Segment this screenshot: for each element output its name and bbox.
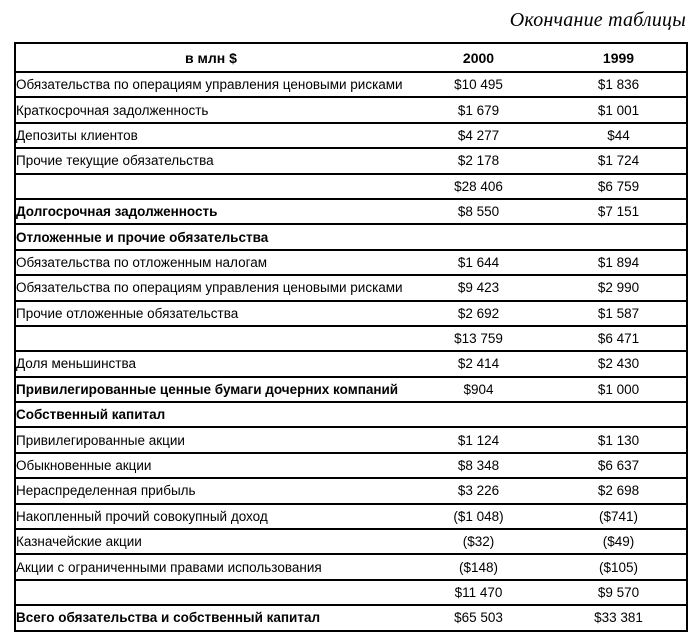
row-value-1999: $1 000 bbox=[551, 376, 687, 404]
row-value-2000: $8 348 bbox=[406, 452, 551, 480]
row-value-2000: $3 226 bbox=[406, 478, 551, 505]
row-value-2000: $4 277 bbox=[406, 122, 551, 150]
row-label: Депозиты клиентов bbox=[15, 122, 406, 150]
row-value-2000: $13 759 bbox=[406, 325, 551, 353]
table-row: Краткосрочная задолженность $1 679 $1 001 bbox=[15, 97, 687, 124]
row-value-1999: ($741) bbox=[551, 503, 687, 531]
row-value-2000 bbox=[406, 224, 551, 251]
row-value-1999: $7 151 bbox=[551, 198, 687, 226]
table-row: Казначейские акции ($32) ($49) bbox=[15, 529, 687, 556]
table-row: Доля меньшинства $2 414 $2 430 bbox=[15, 351, 687, 378]
row-label: Обязательства по операциям управления це… bbox=[15, 275, 406, 302]
table-row: Нераспределенная прибыль $3 226 $2 698 bbox=[15, 478, 687, 505]
row-label: Краткосрочная задолженность bbox=[15, 97, 406, 124]
row-label: Отложенные и прочие обязательства bbox=[15, 224, 406, 251]
table-continuation-caption: Окончание таблицы bbox=[509, 9, 686, 31]
row-value-1999: $1 894 bbox=[551, 249, 687, 277]
row-label: Прочие отложенные обязательства bbox=[15, 300, 406, 327]
table-row: Привилегированные ценные бумаги дочерних… bbox=[15, 376, 687, 404]
table-row: Прочие текущие обязательства $2 178 $1 724 bbox=[15, 148, 687, 175]
financial-table: в млн $ 2000 1999 Обязательства по опера… bbox=[14, 42, 688, 632]
row-label: Акции с ограниченными правами использова… bbox=[15, 554, 406, 581]
row-value-2000: $28 406 bbox=[406, 173, 551, 200]
row-value-2000: ($148) bbox=[406, 554, 551, 581]
row-label: Долгосрочная задолженность bbox=[15, 198, 406, 226]
row-value-1999: $2 430 bbox=[551, 351, 687, 378]
table-row: Обязательства по операциям управления це… bbox=[15, 72, 687, 99]
row-label: Прочие текущие обязательства bbox=[15, 148, 406, 175]
table-row: Прочие отложенные обязательства $2 692 $1 … bbox=[15, 300, 687, 327]
row-value-1999: $1 724 bbox=[551, 148, 687, 175]
row-value-1999: $1 130 bbox=[551, 427, 687, 454]
row-label: Привилегированные ценные бумаги дочерних… bbox=[15, 376, 406, 404]
row-value-2000: $11 470 bbox=[406, 579, 551, 607]
row-label: Собственный капитал bbox=[15, 402, 406, 429]
row-label: Доля меньшинства bbox=[15, 351, 406, 378]
row-value-2000: $8 550 bbox=[406, 198, 551, 226]
table-row: $11 470 $9 570 bbox=[15, 579, 687, 607]
row-value-2000: $1 644 bbox=[406, 249, 551, 277]
row-label: Нераспределенная прибыль bbox=[15, 478, 406, 505]
row-value-1999: ($105) bbox=[551, 554, 687, 581]
header-units: в млн $ bbox=[15, 43, 406, 73]
table-row: Депозиты клиентов $4 277 $44 bbox=[15, 122, 687, 150]
row-label bbox=[15, 579, 406, 607]
row-label: Обыкновенные акции bbox=[15, 452, 406, 480]
row-label bbox=[15, 325, 406, 353]
table-row: Обязательства по отложенным налогам $1 64… bbox=[15, 249, 687, 277]
table-row: Отложенные и прочие обязательства bbox=[15, 224, 687, 251]
row-value-2000 bbox=[406, 402, 551, 429]
row-value-2000: $2 692 bbox=[406, 300, 551, 327]
table-row: $28 406 $6 759 bbox=[15, 173, 687, 200]
row-value-2000: ($32) bbox=[406, 529, 551, 556]
row-label: Всего обязательства и собственный капита… bbox=[15, 605, 406, 632]
table-row: Акции с ограниченными правами использова… bbox=[15, 554, 687, 581]
row-value-1999: $2 990 bbox=[551, 275, 687, 302]
row-value-1999: $2 698 bbox=[551, 478, 687, 505]
table-header: в млн $ 2000 1999 bbox=[15, 43, 687, 73]
table-row: Привилегированные акции $1 124 $1 130 bbox=[15, 427, 687, 454]
row-value-2000: $1 124 bbox=[406, 427, 551, 454]
row-label: Обязательства по операциям управления це… bbox=[15, 72, 406, 99]
table-row: Обыкновенные акции $8 348 $6 637 bbox=[15, 452, 687, 480]
row-value-1999: $6 471 bbox=[551, 325, 687, 353]
header-year-1999: 1999 bbox=[551, 43, 687, 73]
table-row: Собственный капитал bbox=[15, 402, 687, 429]
row-label: Обязательства по отложенным налогам bbox=[15, 249, 406, 277]
row-value-2000: $1 679 bbox=[406, 97, 551, 124]
row-label: Казначейские акции bbox=[15, 529, 406, 556]
table-body: Обязательства по операциям управления це… bbox=[15, 72, 687, 632]
table-row: Обязательства по операциям управления це… bbox=[15, 275, 687, 302]
row-value-1999 bbox=[551, 402, 687, 429]
table-row: Накопленный прочий совокупный доход ($1 0… bbox=[15, 503, 687, 531]
row-value-1999 bbox=[551, 224, 687, 251]
row-value-2000: $65 503 bbox=[406, 605, 551, 632]
row-value-2000: ($1 048) bbox=[406, 503, 551, 531]
row-value-1999: $1 001 bbox=[551, 97, 687, 124]
row-value-2000: $904 bbox=[406, 376, 551, 404]
row-value-1999: $33 381 bbox=[551, 605, 687, 632]
row-value-2000: $9 423 bbox=[406, 275, 551, 302]
row-value-1999: ($49) bbox=[551, 529, 687, 556]
table-row: Долгосрочная задолженность $8 550 $7 151 bbox=[15, 198, 687, 226]
table-header-row: в млн $ 2000 1999 bbox=[15, 43, 687, 73]
row-value-2000: $10 495 bbox=[406, 72, 551, 99]
row-value-1999: $1 836 bbox=[551, 72, 687, 99]
row-value-1999: $6 637 bbox=[551, 452, 687, 480]
row-value-1999: $6 759 bbox=[551, 173, 687, 200]
row-value-1999: $44 bbox=[551, 122, 687, 150]
row-value-1999: $9 570 bbox=[551, 579, 687, 607]
page: { "page": { "caption": "Окончание таблиц… bbox=[14, 9, 688, 632]
row-value-1999: $1 587 bbox=[551, 300, 687, 327]
table-row: Всего обязательства и собственный капита… bbox=[15, 605, 687, 632]
row-label bbox=[15, 173, 406, 200]
header-year-2000: 2000 bbox=[406, 43, 551, 73]
row-value-2000: $2 414 bbox=[406, 351, 551, 378]
row-value-2000: $2 178 bbox=[406, 148, 551, 175]
row-label: Накопленный прочий совокупный доход bbox=[15, 503, 406, 531]
row-label: Привилегированные акции bbox=[15, 427, 406, 454]
table-row: $13 759 $6 471 bbox=[15, 325, 687, 353]
